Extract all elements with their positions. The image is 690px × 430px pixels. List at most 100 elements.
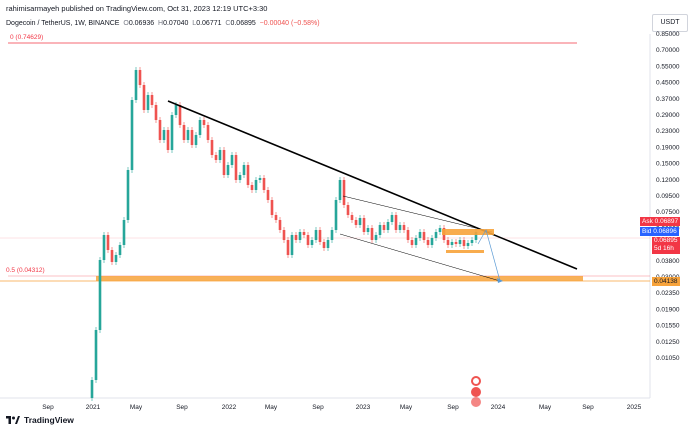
candle-body [186, 130, 190, 140]
close-value: 0.06895 [230, 20, 256, 27]
support-zone[interactable] [96, 276, 583, 281]
fib-price-tag: 0.04138 [652, 277, 680, 286]
x-tick-label: Sep [42, 404, 54, 411]
candle-body [282, 230, 286, 240]
candle-body [438, 228, 442, 232]
high-value: 0.07040 [163, 20, 189, 27]
x-tick-label: Sep [582, 404, 594, 411]
main-trendline[interactable] [167, 100, 578, 270]
candle-body [414, 238, 418, 245]
candle-body [378, 225, 382, 235]
change-value: −0.00040 (−0.58%) [259, 20, 320, 27]
y-tick-label: 0.70000 [656, 47, 680, 54]
x-tick-label: 2023 [356, 404, 371, 411]
support-box[interactable] [446, 250, 484, 253]
candle-body [474, 232, 478, 240]
candle-body [458, 240, 462, 244]
bid-tag: Bid 0.06896 [640, 227, 679, 236]
y-tick-label: 0.23000 [656, 128, 680, 135]
brand-name: TradingView [24, 415, 74, 425]
candle-body [294, 235, 298, 240]
candle-body [314, 230, 318, 240]
candle-body [274, 215, 278, 220]
candle-body [370, 228, 374, 240]
candle-body [230, 155, 234, 165]
candle-body [166, 130, 170, 150]
low-label: L [192, 20, 197, 27]
fib-label-0: 0 (0.74629) [10, 34, 43, 41]
y-tick-label: 0.01900 [656, 306, 680, 313]
last-price: 0.06895 [654, 237, 678, 244]
channel-top-line[interactable] [342, 195, 493, 233]
candle-body [158, 120, 162, 140]
candle-body [418, 232, 422, 238]
x-tick-label: May [130, 404, 143, 411]
candle-body [330, 230, 334, 240]
candle-body [126, 170, 130, 220]
x-tick-label: 2022 [222, 404, 237, 411]
candle-body [286, 240, 290, 255]
candle-body [134, 70, 138, 100]
candle-body [410, 240, 414, 245]
event-icon[interactable] [471, 387, 481, 397]
symbol-legend[interactable]: Dogecoin / TetherUS, 1W, BINANCE O0.0693… [6, 20, 320, 27]
candle-body [446, 240, 450, 245]
y-axis[interactable]: 0.85000 0.70000 0.55000 0.45000 0.37000 0.290… [656, 31, 680, 362]
candle-body [210, 140, 214, 155]
candle-body [298, 232, 302, 240]
candle-body [434, 232, 438, 238]
symbol-title: Dogecoin / TetherUS, 1W, BINANCE [6, 20, 120, 27]
y-tick-label: 0.01550 [656, 323, 680, 330]
candle-body [142, 85, 146, 110]
candle-body [238, 175, 242, 180]
x-tick-label: May [265, 404, 278, 411]
close-label: C [225, 20, 231, 27]
publisher-line: rahimisarmayeh published on TradingView.… [6, 4, 268, 13]
y-tick-label: 0.45000 [656, 80, 680, 87]
open-value: 0.06936 [128, 20, 155, 27]
candle-body [262, 178, 266, 190]
event-icon-2[interactable] [471, 397, 481, 407]
candle-body [190, 130, 194, 145]
y-tick-label: 0.12000 [656, 177, 680, 184]
candlestick-series [90, 67, 478, 401]
ask-value: 0.06897 [654, 218, 679, 225]
candle-body [146, 95, 150, 110]
y-tick-label: 0.19000 [656, 144, 680, 151]
candle-body [246, 165, 250, 185]
candle-body [130, 100, 134, 170]
candle-body [426, 240, 430, 245]
tradingview-logo-icon [6, 416, 20, 424]
candle-body [334, 200, 338, 230]
candle-body [218, 150, 222, 160]
candle-body [470, 240, 474, 243]
candle-body [306, 235, 310, 245]
candle-body [102, 235, 106, 260]
candle-body [182, 125, 186, 140]
candle-body [390, 215, 394, 222]
projection-arrow-icon [497, 278, 503, 283]
low-value: 0.06771 [196, 20, 222, 27]
channel-bottom-line[interactable] [339, 233, 501, 282]
candle-body [222, 150, 226, 175]
x-axis[interactable]: Sep 2021 May Sep 2022 May Sep 2023 May Sep 2024 May… [42, 404, 641, 411]
candle-body [106, 235, 110, 250]
price-chart[interactable]: 0 (0.74629) 0.5 (0.04312) 0.85000 0.70000… [0, 0, 690, 412]
projection-path [477, 229, 501, 282]
candle-body [402, 225, 406, 230]
bid-value: 0.06896 [653, 228, 677, 235]
resistance-box[interactable] [442, 229, 494, 235]
dividend-icon-inner [473, 378, 479, 384]
currency-button[interactable]: USDT [652, 14, 688, 32]
candle-body [326, 240, 330, 248]
candle-body [270, 200, 274, 215]
y-tick-label: 0.01250 [656, 339, 680, 346]
candle-body [450, 242, 454, 245]
candle-body [226, 165, 230, 175]
candle-body [94, 330, 98, 380]
x-tick-label: Sep [447, 404, 459, 411]
candle-body [122, 220, 126, 245]
candle-body [454, 242, 458, 244]
candle-body [258, 178, 262, 180]
open-label: O [123, 20, 129, 27]
